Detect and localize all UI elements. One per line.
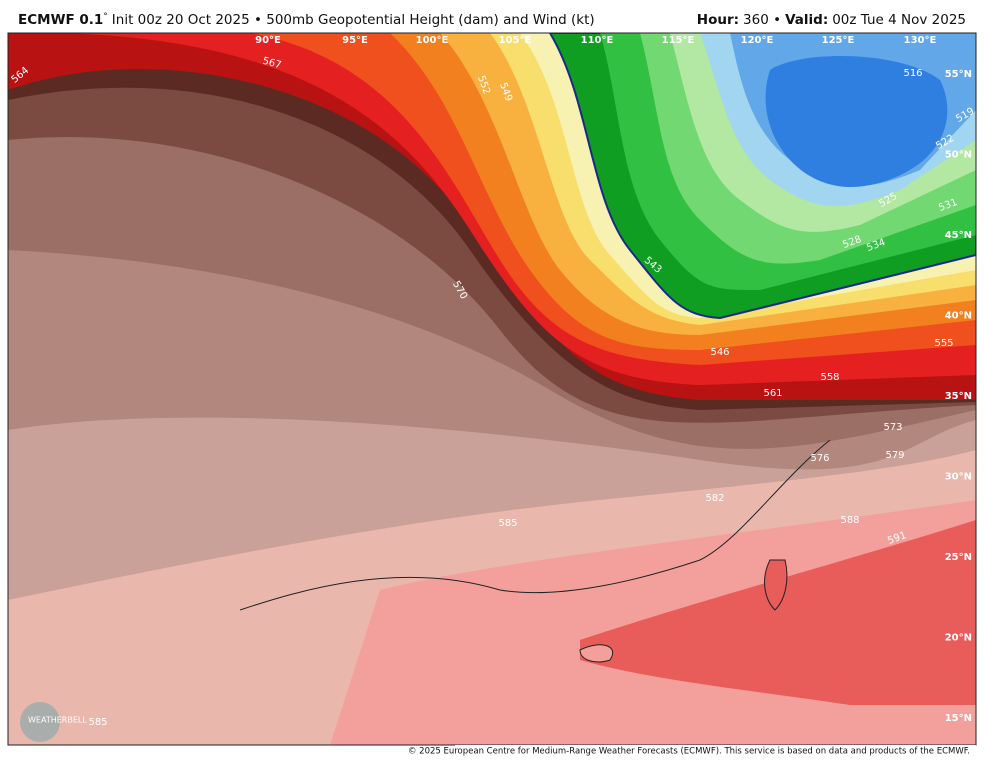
contour-label: 579	[885, 450, 904, 461]
copyright: © 2025 European Centre for Medium-Range …	[408, 747, 970, 757]
title-rest: Init 00z 20 Oct 2025 • 500mb Geopotentia…	[112, 12, 595, 28]
longitude-label: 95°E	[342, 35, 368, 46]
longitude-label: 120°E	[741, 35, 774, 46]
contour-label: 576	[810, 453, 829, 464]
latitude-label: 40°N	[945, 311, 972, 322]
map: 90°E 95°E 100°E 105°E 110°E 115°E 120°E 125°E 13…	[8, 33, 976, 745]
contour-label: 546	[710, 347, 729, 358]
latitude-label: 45°N	[945, 230, 972, 241]
valid-info: Hour: 360 • Valid: 00z Tue 4 Nov 2025	[697, 12, 966, 28]
header: ECMWF 0.1° Init 00z 20 Oct 2025 • 500mb G…	[18, 12, 966, 29]
latitude-label: 25°N	[945, 552, 972, 563]
title: ECMWF 0.1° Init 00z 20 Oct 2025 • 500mb G…	[18, 12, 595, 29]
contour-label: 585	[498, 518, 517, 529]
hour-value: 360 •	[743, 12, 781, 28]
latitude-label: 50°N	[945, 150, 972, 161]
longitude-label: 105°E	[499, 35, 532, 46]
latitude-label: 30°N	[945, 472, 972, 483]
contour-label: 567	[261, 56, 282, 72]
latitude-label: 55°N	[945, 69, 972, 80]
contour-label: 558	[820, 372, 839, 383]
longitude-label: 100°E	[416, 35, 449, 46]
longitude-label: 90°E	[255, 35, 281, 46]
contour-label: 588	[840, 515, 859, 526]
contour-label: 561	[763, 388, 782, 399]
contour-label: 582	[705, 493, 724, 504]
lat-labels: 55°N 50°N 45°N 40°N 35°N 30°N 25°N 20°N 15°N	[945, 69, 972, 724]
contour-label: 516	[903, 68, 922, 79]
valid-label: Valid:	[785, 12, 828, 28]
logo-mark	[20, 702, 60, 742]
logo: WEATHERBELL	[28, 716, 87, 725]
latitude-label: 35°N	[945, 391, 972, 402]
copyright-box	[455, 745, 976, 758]
longitude-label: 125°E	[822, 35, 855, 46]
valid-value: 00z Tue 4 Nov 2025	[832, 12, 966, 28]
longitude-label: 110°E	[581, 35, 614, 46]
longitude-label: 115°E	[662, 35, 695, 46]
model: ECMWF 0.1	[18, 12, 103, 28]
latitude-label: 20°N	[945, 633, 972, 644]
contour-label: 573	[883, 422, 902, 433]
degree: °	[103, 12, 108, 22]
lon-labels: 90°E 95°E 100°E 105°E 110°E 115°E 120°E 125°E 13…	[255, 35, 936, 46]
contour-label: 555	[934, 338, 953, 349]
longitude-label: 130°E	[904, 35, 937, 46]
hour-label: Hour:	[697, 12, 739, 28]
contour-label: 585	[88, 717, 107, 728]
latitude-label: 15°N	[945, 713, 972, 724]
